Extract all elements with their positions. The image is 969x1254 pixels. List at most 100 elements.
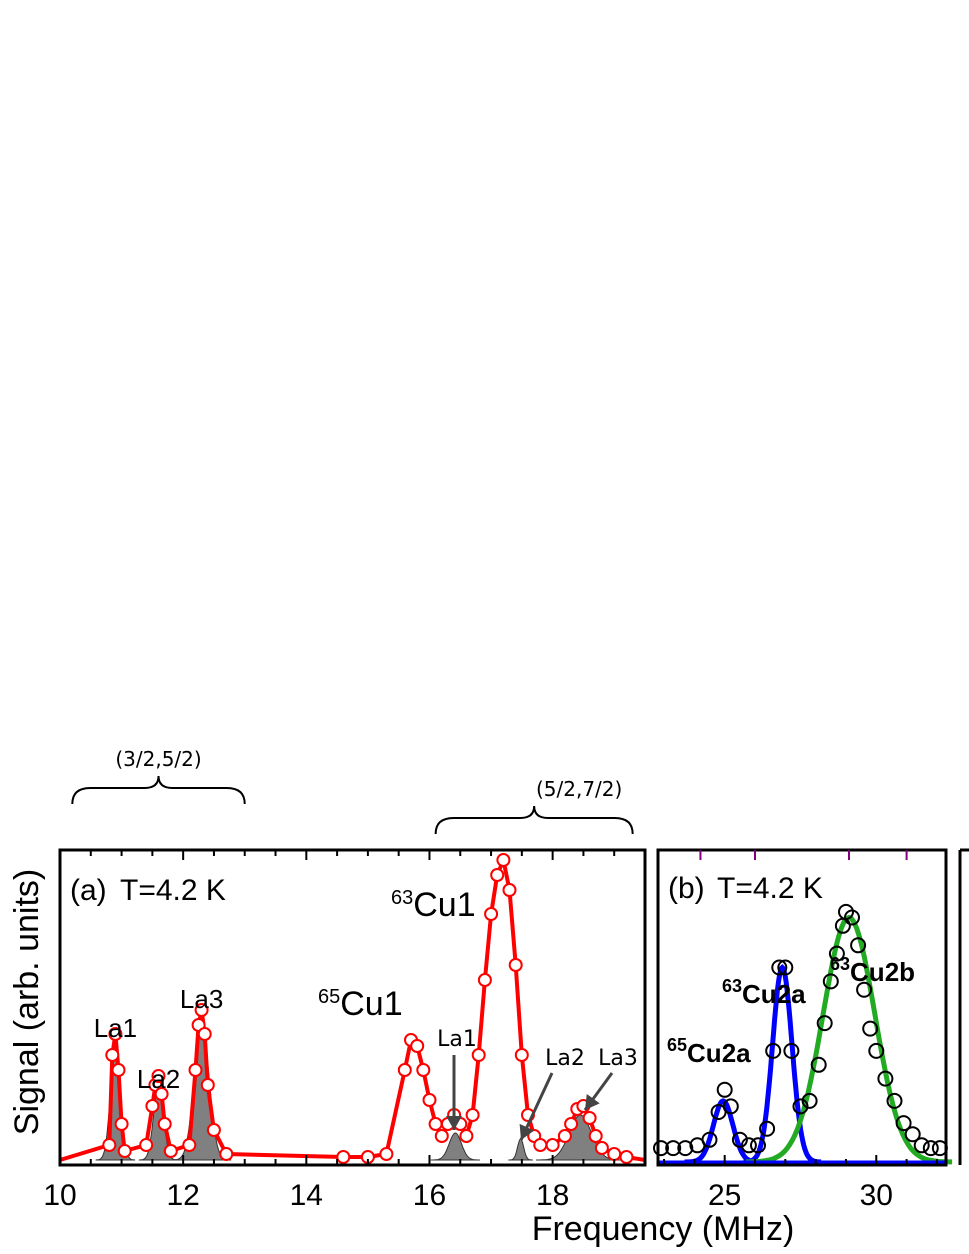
panel-a-temperature: T=4.2 K: [120, 874, 226, 907]
b-data-point: [886, 1092, 903, 1109]
b-data-point: [740, 1137, 757, 1154]
b-data-point: [816, 1015, 833, 1032]
b-data-point: [801, 1092, 818, 1109]
arrow-label-la1: La1: [437, 1027, 477, 1052]
a-data-point: [619, 1150, 634, 1164]
a-data-point: [508, 958, 523, 972]
peak-label-la2: La2: [137, 1064, 180, 1094]
a-arrow-labels: La1 La2 La3: [437, 1027, 638, 1141]
a-data-point: [410, 1039, 425, 1053]
arrow-head: [446, 1116, 462, 1130]
bracket-0: [71, 775, 246, 805]
b-data-point: [862, 1020, 879, 1037]
a-data-point: [108, 1027, 123, 1041]
bracket-1: [434, 805, 634, 835]
panel-b-frame: [656, 848, 948, 1167]
isotope-label-63cu1: 63Cu1: [391, 886, 476, 924]
a-data-point: [194, 1003, 209, 1017]
x-axis-label: Frequency (MHz): [532, 1210, 795, 1248]
isotope-label-63cu2b: 63Cu2b: [830, 954, 915, 987]
a-data-point: [397, 1063, 412, 1077]
a-data-point: [594, 1141, 609, 1155]
a-data-point: [607, 1147, 622, 1161]
arrow-head: [585, 1093, 600, 1110]
arrow-label-la3: La3: [598, 1046, 638, 1071]
a-data-point: [117, 1144, 132, 1158]
a-data-point: [102, 1138, 117, 1152]
a-data-point: [145, 1099, 160, 1113]
a-data-point: [336, 1150, 351, 1164]
a-data-point: [105, 1048, 120, 1062]
panel-a-frame: [58, 848, 647, 1167]
b-data-point: [653, 1140, 669, 1157]
peak-label-la3: La3: [180, 984, 223, 1014]
b-isotope-labels: 65Cu2a 63Cu2a 63Cu2b: [667, 954, 915, 1068]
b-data-point: [759, 1120, 776, 1137]
arrow-head: [519, 1123, 535, 1140]
b-data-point: [895, 1115, 912, 1132]
b-data-point: [913, 1137, 930, 1154]
a-tick-label: 12: [166, 1179, 199, 1212]
b-data-points: [653, 903, 948, 1157]
peak-label-la1: La1: [94, 1013, 137, 1043]
b-data-point: [856, 981, 873, 998]
b-data-point: [783, 1042, 800, 1059]
panel-a-label: (a): [70, 874, 107, 907]
a-data-point: [422, 1093, 437, 1107]
a-data-point: [496, 853, 511, 867]
b-data-point: [731, 1131, 748, 1148]
b-data-point: [701, 1131, 718, 1148]
a-data-point: [111, 1063, 126, 1077]
b-data-point: [750, 1137, 766, 1154]
a-tick-label: 14: [290, 1179, 323, 1212]
a-data-point: [379, 1147, 394, 1161]
a-data-point: [465, 1108, 480, 1122]
panel-b-label: (b): [668, 872, 705, 905]
b-data-point: [822, 973, 839, 990]
a-data-point: [154, 1087, 169, 1101]
a-data-point: [588, 1129, 603, 1143]
bracket-label: (3/2,5/2): [115, 747, 201, 771]
b-ticks: [663, 850, 938, 1165]
a-tick-label: 18: [536, 1179, 569, 1212]
a-data-point: [484, 907, 499, 921]
a-brackets: (3/2,5/2) (5/2,7/2): [71, 747, 634, 835]
panel-a: 10 12 14 16 18 (a) T=4.2 K (3/2,5/2) (5/2,7/2…: [43, 747, 647, 1212]
b-data-point: [850, 937, 867, 954]
b-data-point: [777, 959, 794, 976]
arrow-label-la2: La2: [545, 1046, 585, 1071]
fill-peak-4: [508, 1138, 533, 1161]
b-data-point: [810, 1056, 827, 1073]
a-data-point: [557, 1129, 572, 1143]
b-data-point: [904, 1126, 921, 1143]
b-data-point: [868, 1042, 885, 1059]
b-data-point: [716, 1081, 733, 1098]
a-isotope-labels: 65Cu1 63Cu1: [318, 886, 476, 1023]
a-data-point: [219, 1147, 234, 1161]
a-data-point: [182, 1138, 197, 1152]
b-data-point: [844, 909, 860, 926]
b-data-point: [765, 1042, 782, 1059]
a-data-point: [416, 1063, 431, 1077]
a-data-point: [197, 1027, 212, 1041]
a-data-point: [114, 1117, 129, 1131]
a-data-point: [157, 1117, 172, 1131]
a-data-point: [459, 1129, 474, 1143]
b-data-point: [792, 1098, 809, 1115]
b-tick-labels: 25 30: [708, 1179, 893, 1212]
a-data-point: [139, 1138, 154, 1152]
a-tick-label: 16: [413, 1179, 446, 1212]
fill-peak-2: [172, 1021, 232, 1161]
bracket-label: (5/2,7/2): [536, 777, 622, 801]
b-data-point: [677, 1140, 694, 1157]
b-data-point: [771, 959, 788, 976]
b-data-point: [828, 945, 845, 962]
a-data-points: [102, 853, 634, 1164]
b-data-point: [922, 1140, 939, 1157]
a-data-point: [163, 1144, 178, 1158]
panel-b-temperature: T=4.2 K: [717, 872, 823, 905]
fill-peak-3: [430, 1132, 480, 1161]
y-axis-label: Signal (arb. units): [8, 869, 46, 1135]
a-data-point: [582, 1111, 597, 1125]
